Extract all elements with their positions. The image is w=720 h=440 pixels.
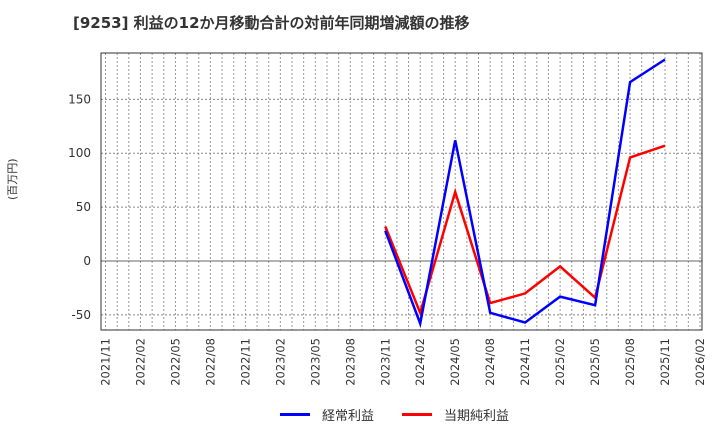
x-axis-ticks: 2021/11 2022/02 2022/05 2022/08 2022/11 2023/… — [99, 338, 708, 386]
svg-text:2021/11: 2021/11 — [99, 338, 113, 386]
svg-text:100: 100 — [68, 146, 91, 160]
svg-text:2023/05: 2023/05 — [308, 338, 322, 386]
svg-text:2025/05: 2025/05 — [588, 338, 602, 386]
svg-text:0: 0 — [83, 254, 91, 268]
svg-text:2023/02: 2023/02 — [273, 338, 287, 386]
legend: 経常利益 当期純利益 — [280, 405, 537, 424]
data-series — [384, 58, 666, 329]
svg-text:2024/02: 2024/02 — [413, 338, 427, 386]
svg-text:2025/08: 2025/08 — [623, 338, 637, 386]
chart-title: [9253] 利益の12か月移動合計の対前年同期増減額の推移 — [73, 14, 470, 32]
svg-text:2025/02: 2025/02 — [553, 338, 567, 386]
svg-text:2024/08: 2024/08 — [483, 338, 497, 386]
legend-label: 当期純利益 — [444, 409, 510, 424]
legend-swatch-blue — [280, 413, 310, 416]
svg-text:2024/05: 2024/05 — [448, 338, 462, 386]
svg-text:50: 50 — [76, 200, 91, 214]
y-axis-ticks: -50 0 50 100 150 — [68, 92, 91, 322]
legend-label: 経常利益 — [322, 409, 375, 424]
svg-text:2022/05: 2022/05 — [168, 338, 182, 386]
gridlines — [101, 53, 702, 330]
svg-text:2026/02: 2026/02 — [693, 338, 707, 386]
plot-area-border — [100, 52, 703, 331]
svg-text:2024/11: 2024/11 — [518, 338, 532, 386]
svg-text:150: 150 — [68, 92, 91, 106]
svg-text:2025/11: 2025/11 — [658, 338, 672, 386]
svg-text:2022/08: 2022/08 — [203, 338, 217, 386]
svg-text:-50: -50 — [71, 308, 91, 322]
svg-text:2023/08: 2023/08 — [343, 338, 357, 386]
legend-swatch-red — [402, 413, 433, 416]
svg-text:2022/11: 2022/11 — [238, 338, 252, 386]
legend-item-net-profit: 当期純利益 — [402, 405, 509, 424]
svg-text:2022/02: 2022/02 — [133, 338, 147, 386]
svg-text:2023/11: 2023/11 — [378, 338, 392, 386]
legend-item-ordinary-profit: 経常利益 — [280, 405, 374, 424]
